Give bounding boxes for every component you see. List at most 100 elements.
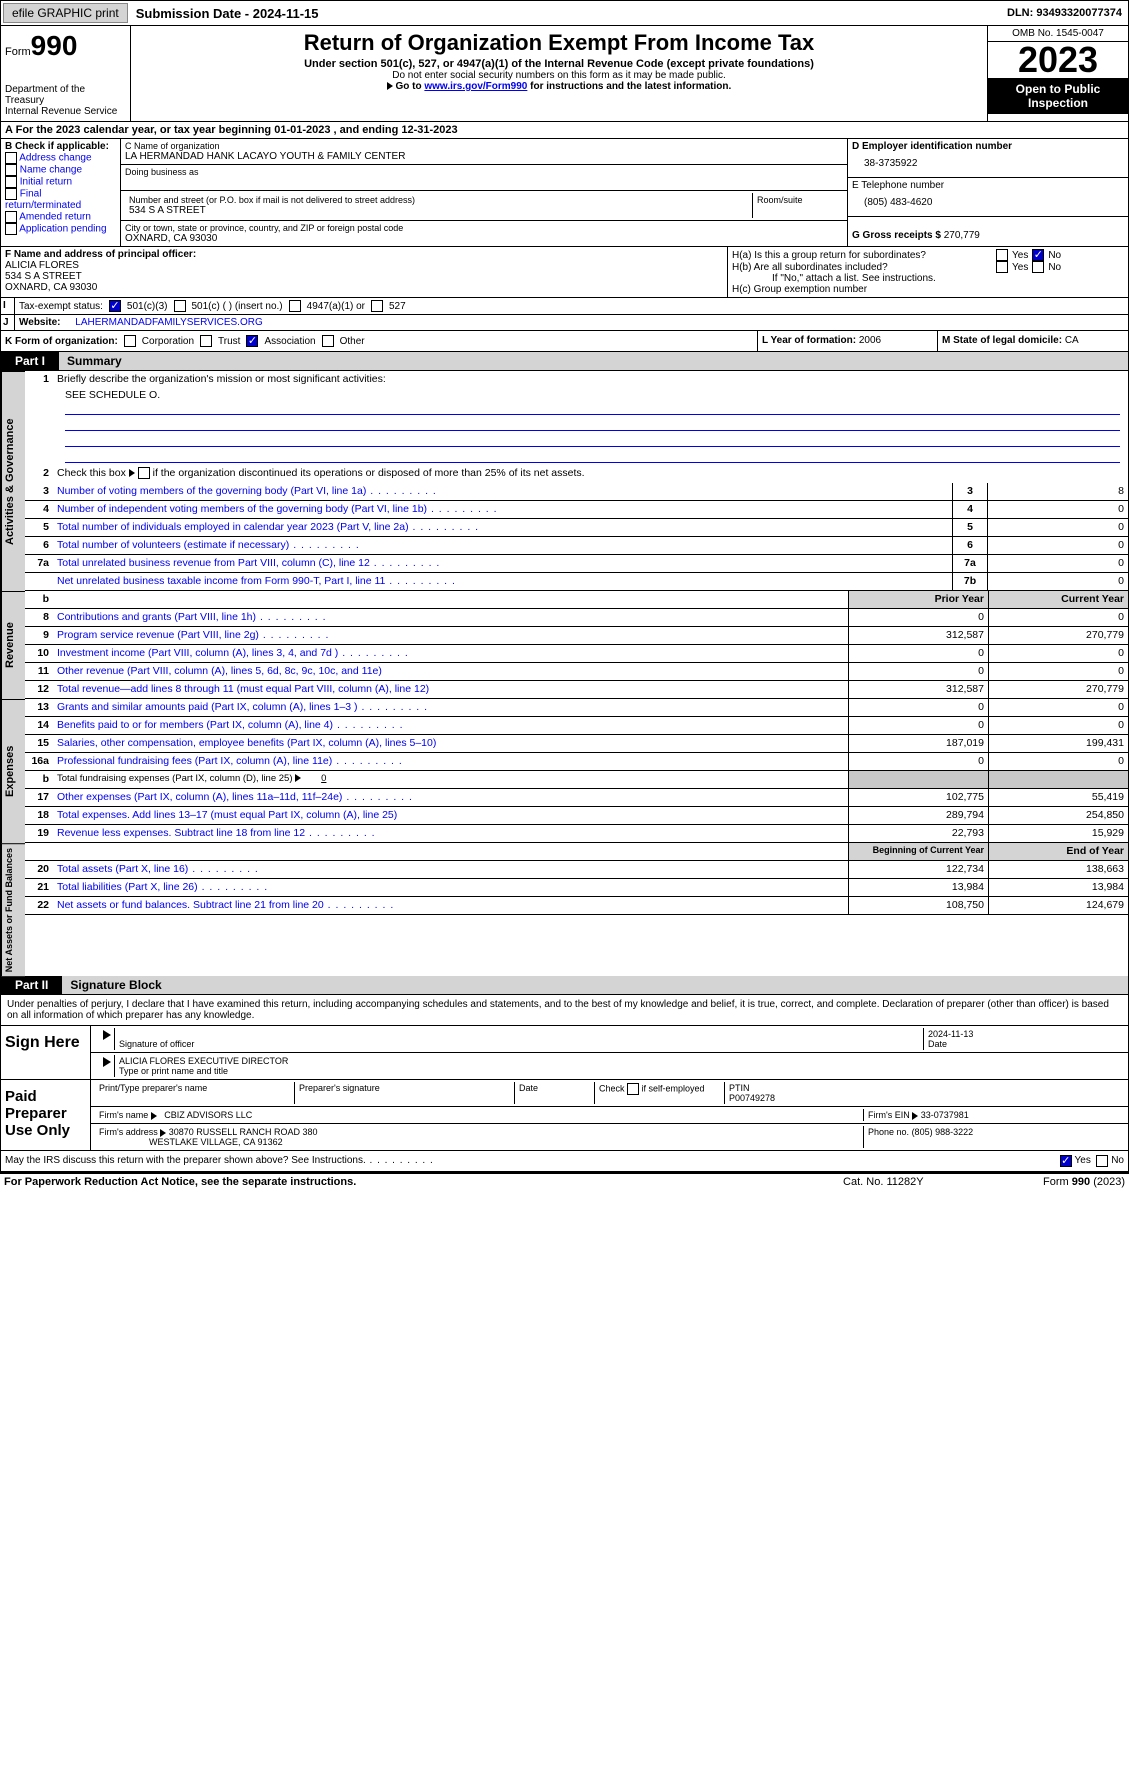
submission-date: Submission Date - 2024-11-15 xyxy=(130,4,325,23)
form-number: Form990 xyxy=(5,30,126,62)
chk-discontinued[interactable] xyxy=(138,467,150,479)
l22-desc: Net assets or fund balances. Subtract li… xyxy=(53,897,848,914)
sign-here-label: Sign Here xyxy=(1,1026,91,1079)
b-label: B Check if applicable: xyxy=(5,141,116,152)
l21e: 13,984 xyxy=(988,879,1128,896)
section-klm: K Form of organization: Corporation Trus… xyxy=(0,331,1129,352)
dln-label: DLN: xyxy=(1007,7,1033,19)
l19c: 15,929 xyxy=(988,825,1128,842)
l18-desc: Total expenses. Add lines 13–17 (must eq… xyxy=(53,807,848,824)
k-o3: Association xyxy=(264,336,315,347)
k-o2: Trust xyxy=(218,336,240,347)
l1-desc: Briefly describe the organization's miss… xyxy=(53,371,1128,389)
hb-no: No xyxy=(1048,262,1061,273)
l5-desc: Total number of individuals employed in … xyxy=(53,519,952,536)
vtab-rev: Revenue xyxy=(1,591,25,699)
chk-trust[interactable] xyxy=(200,335,212,347)
form-num-990: 990 xyxy=(31,30,78,61)
l18p: 289,794 xyxy=(848,807,988,824)
l20-desc: Total assets (Part X, line 16) xyxy=(53,861,848,878)
l21-desc: Total liabilities (Part X, line 26) xyxy=(53,879,848,896)
section-c: C Name of organization LA HERMANDAD HANK… xyxy=(121,139,848,246)
chk-501c3[interactable]: ✓ xyxy=(109,300,121,312)
l3-val: 8 xyxy=(988,483,1128,500)
l3-desc: Number of voting members of the governin… xyxy=(53,483,952,500)
l6-val: 0 xyxy=(988,537,1128,554)
chk-final-return[interactable] xyxy=(5,188,17,200)
dept-treasury: Department of the Treasury xyxy=(5,84,126,106)
chk-app-pending[interactable] xyxy=(5,223,17,235)
chk-corp[interactable] xyxy=(124,335,136,347)
ptin-lbl: PTIN xyxy=(729,1083,750,1093)
org-name: LA HERMANDAD HANK LACAYO YOUTH & FAMILY … xyxy=(125,151,843,162)
chk-4947[interactable] xyxy=(289,300,301,312)
chk-527[interactable] xyxy=(371,300,383,312)
mission-line-4 xyxy=(65,449,1120,463)
j-label: Website: xyxy=(19,317,61,328)
i-o4: 527 xyxy=(389,301,406,312)
paid-preparer-label: Paid Preparer Use Only xyxy=(1,1080,91,1150)
website-value: LAHERMANDADFAMILYSERVICES.ORG xyxy=(75,317,262,328)
hb-no-chk[interactable] xyxy=(1032,261,1044,273)
open-public-badge: Open to Public Inspection xyxy=(988,78,1128,114)
prep-sig-lbl: Preparer's signature xyxy=(295,1082,515,1104)
firm-addr2: WESTLAKE VILLAGE, CA 91362 xyxy=(149,1137,283,1147)
room-label: Room/suite xyxy=(757,195,839,205)
l16b-val: 0 xyxy=(301,773,346,784)
arrow-icon xyxy=(129,469,135,477)
chk-501c[interactable] xyxy=(174,300,186,312)
b-opt-3: Final return/terminated xyxy=(5,189,81,211)
ha-no-chk[interactable]: ✓ xyxy=(1032,249,1044,261)
i-o1: 501(c)(3) xyxy=(127,301,168,312)
discuss-no-chk[interactable] xyxy=(1096,1155,1108,1167)
discuss-yes: Yes xyxy=(1075,1155,1091,1167)
d-label: D Employer identification number xyxy=(852,141,1124,152)
f-label: F Name and address of principal officer: xyxy=(5,249,723,260)
part-i-tag: Part I xyxy=(1,352,59,370)
officer-name: ALICIA FLORES xyxy=(5,260,723,271)
part-ii-title: Signature Block xyxy=(62,976,1128,994)
firm-name-val: CBIZ ADVISORS LLC xyxy=(164,1110,252,1120)
chk-assoc[interactable]: ✓ xyxy=(246,335,258,347)
paid-preparer-block: Paid Preparer Use Only Print/Type prepar… xyxy=(0,1080,1129,1151)
hb-yes-chk[interactable] xyxy=(996,261,1008,273)
l19-desc: Revenue less expenses. Subtract line 18 … xyxy=(53,825,848,842)
l14p: 0 xyxy=(848,717,988,734)
firm-ein-val: 33-0737981 xyxy=(921,1110,969,1120)
part-i-title: Summary xyxy=(59,352,1128,370)
k-o4: Other xyxy=(340,336,365,347)
irs-link[interactable]: www.irs.gov/Form990 xyxy=(424,81,527,92)
chk-self-employed[interactable] xyxy=(627,1083,639,1095)
l16b-desc: Total fundraising expenses (Part IX, col… xyxy=(53,771,848,788)
officer-printed: ALICIA FLORES EXECUTIVE DIRECTOR xyxy=(119,1056,288,1066)
arrow-icon xyxy=(103,1030,111,1040)
type-name-lbl: Type or print name and title xyxy=(119,1066,228,1076)
b-opt-4: Amended return xyxy=(19,212,91,223)
expenses-section: Expenses 13Grants and similar amounts pa… xyxy=(0,699,1129,843)
h-ifno: If "No," attach a list. See instructions… xyxy=(732,273,1124,284)
chk-amended[interactable] xyxy=(5,211,17,223)
chk-initial-return[interactable] xyxy=(5,176,17,188)
org-address: 534 S A STREET xyxy=(129,205,748,216)
chk-name-change[interactable] xyxy=(5,164,17,176)
discuss-yes-chk[interactable]: ✓ xyxy=(1060,1155,1072,1167)
l17p: 102,775 xyxy=(848,789,988,806)
chk-other[interactable] xyxy=(322,335,334,347)
b-opt-0: Address change xyxy=(19,153,91,164)
l6-desc: Total number of volunteers (estimate if … xyxy=(53,537,952,554)
prep-date-lbl: Date xyxy=(515,1082,595,1104)
l4-desc: Number of independent voting members of … xyxy=(53,501,952,518)
l5-val: 0 xyxy=(988,519,1128,536)
l16ap: 0 xyxy=(848,753,988,770)
ha-yes-chk[interactable] xyxy=(996,249,1008,261)
l7a-val: 0 xyxy=(988,555,1128,572)
l12-desc: Total revenue—add lines 8 through 11 (mu… xyxy=(53,681,848,698)
l13c: 0 xyxy=(988,699,1128,716)
l17-desc: Other expenses (Part IX, column (A), lin… xyxy=(53,789,848,806)
hdr-prior: Prior Year xyxy=(848,591,988,608)
l18c: 254,850 xyxy=(988,807,1128,824)
i-o2: 501(c) ( ) (insert no.) xyxy=(192,301,283,312)
chk-address-change[interactable] xyxy=(5,152,17,164)
i-label: Tax-exempt status: xyxy=(19,301,103,312)
efile-print-button[interactable]: efile GRAPHIC print xyxy=(3,3,128,23)
